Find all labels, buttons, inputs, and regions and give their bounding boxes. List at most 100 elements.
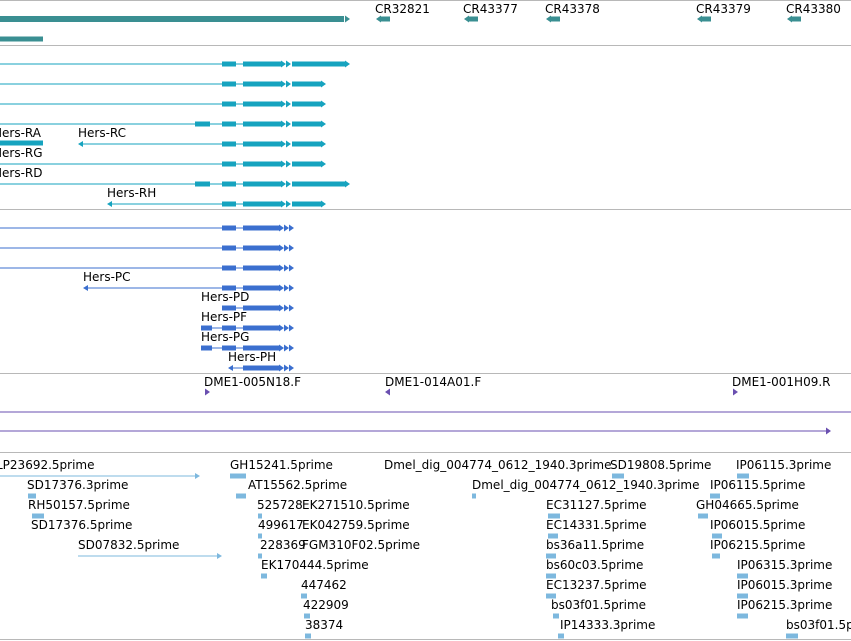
protein-exon[interactable] <box>222 225 236 231</box>
transcript-exon[interactable] <box>222 141 236 147</box>
transcript-exon[interactable] <box>222 161 236 167</box>
transcript-exon[interactable] <box>222 121 236 127</box>
bac-clone-arrow[interactable] <box>826 427 831 435</box>
est-label[interactable]: 525728 <box>257 498 303 512</box>
exon-arrow[interactable] <box>284 244 289 252</box>
transcript-exon[interactable] <box>292 61 346 67</box>
protein-label[interactable]: Hers-PD <box>201 290 250 304</box>
transcript-exon[interactable] <box>243 121 282 127</box>
exon-arrow[interactable] <box>279 344 284 352</box>
transcript-label[interactable]: Hers-RH <box>107 186 157 200</box>
exon-arrow[interactable] <box>289 224 294 232</box>
exon-arrow[interactable] <box>279 284 284 292</box>
exon-arrow[interactable] <box>289 364 294 372</box>
est-label[interactable]: EK042759.5prime <box>302 518 410 532</box>
est-alignment-block[interactable] <box>546 553 556 559</box>
protein-exon[interactable] <box>201 325 212 331</box>
transcript-exon[interactable] <box>243 81 282 87</box>
est-label[interactable]: EC14331.5prime <box>546 518 647 532</box>
transcript-arrow[interactable] <box>321 200 326 208</box>
exon-arrow[interactable] <box>279 304 284 312</box>
protein-label[interactable]: Hers-PF <box>201 310 248 324</box>
est-label[interactable]: IP06215.3prime <box>737 598 833 612</box>
transcript-exon[interactable] <box>0 140 43 146</box>
est-label[interactable]: bs60c03.5prime <box>546 558 644 572</box>
noncoding-gene-label[interactable]: CR43377 <box>463 2 518 16</box>
exon-arrow[interactable] <box>289 344 294 352</box>
exon-arrow[interactable] <box>286 140 291 148</box>
est-alignment-block[interactable] <box>305 633 311 639</box>
bac-end-label[interactable]: DME1-001H09.R <box>732 375 831 389</box>
exon-arrow[interactable] <box>289 324 294 332</box>
transcript-arrow[interactable] <box>345 180 350 188</box>
est-alignment-block[interactable] <box>258 513 262 519</box>
est-label[interactable]: RH50157.5prime <box>28 498 130 512</box>
est-alignment-block[interactable] <box>558 633 564 639</box>
transcript-exon[interactable] <box>292 121 322 127</box>
est-alignment-block[interactable] <box>698 513 708 519</box>
gene-model-bar[interactable] <box>0 16 344 22</box>
est-label[interactable]: Dmel_dig_004774_0612_1940.3prime <box>472 478 700 492</box>
est-label[interactable]: IP06215.5prime <box>710 538 806 552</box>
protein-exon[interactable] <box>222 305 236 311</box>
noncoding-gene-arrow[interactable] <box>787 15 792 23</box>
transcript-exon[interactable] <box>292 101 322 107</box>
est-alignment-block[interactable] <box>472 493 476 499</box>
noncoding-gene-arrow[interactable] <box>376 15 381 23</box>
protein-label[interactable]: Hers-PC <box>83 270 131 284</box>
noncoding-gene-arrow[interactable] <box>697 15 702 23</box>
est-alignment-arrow[interactable] <box>195 473 200 479</box>
est-label[interactable]: 38374 <box>305 618 344 632</box>
noncoding-gene-arrow[interactable] <box>546 15 551 23</box>
transcript-arrow[interactable] <box>321 160 326 168</box>
noncoding-gene-arrow[interactable] <box>464 15 469 23</box>
est-alignment-block[interactable] <box>546 593 556 599</box>
est-alignment-block[interactable] <box>737 573 748 579</box>
est-alignment-arrow[interactable] <box>217 553 222 559</box>
transcript-label[interactable]: Hers-RA <box>0 126 41 140</box>
protein-exon[interactable] <box>243 285 280 291</box>
transcript-exon[interactable] <box>243 181 282 187</box>
transcript-exon[interactable] <box>243 141 282 147</box>
est-label[interactable]: LP23692.5prime <box>0 458 95 472</box>
est-label[interactable]: IP06115.3prime <box>736 458 832 472</box>
exon-arrow[interactable] <box>281 140 286 148</box>
exon-arrow[interactable] <box>281 120 286 128</box>
est-label[interactable]: AT15562.5prime <box>248 478 348 492</box>
transcript-label[interactable]: Hers-RD <box>0 166 43 180</box>
est-label[interactable]: SD19808.5prime <box>610 458 712 472</box>
est-label[interactable]: FGM310F02.5prime <box>302 538 421 552</box>
transcript-exon[interactable] <box>195 121 210 127</box>
protein-exon[interactable] <box>222 245 236 251</box>
est-label[interactable]: 499617 <box>258 518 304 532</box>
exon-arrow[interactable] <box>289 304 294 312</box>
transcript-arrow[interactable] <box>321 80 326 88</box>
transcript-label[interactable]: Hers-RG <box>0 146 43 160</box>
est-alignment-block[interactable] <box>301 593 307 599</box>
exon-arrow[interactable] <box>281 160 286 168</box>
transcript-exon[interactable] <box>222 181 236 187</box>
transcript-arrow[interactable] <box>345 60 350 68</box>
est-alignment-block[interactable] <box>553 613 559 619</box>
exon-arrow[interactable] <box>286 200 291 208</box>
est-label[interactable]: SD17376.3prime <box>27 478 129 492</box>
exon-arrow[interactable] <box>284 264 289 272</box>
est-label[interactable]: IP06015.5prime <box>710 518 806 532</box>
est-label[interactable]: IP14333.3prime <box>560 618 656 632</box>
transcript-exon[interactable] <box>243 201 282 207</box>
noncoding-gene-glyph[interactable] <box>550 16 560 22</box>
transcript-exon[interactable] <box>243 61 282 67</box>
est-alignment-block[interactable] <box>28 493 36 499</box>
est-label[interactable]: EC31127.5prime <box>546 498 647 512</box>
est-label[interactable]: bs03f01.5prime <box>786 618 851 632</box>
transcript-exon[interactable] <box>222 61 236 67</box>
exon-arrow[interactable] <box>281 180 286 188</box>
exon-arrow[interactable] <box>284 224 289 232</box>
exon-arrow[interactable] <box>284 324 289 332</box>
est-alignment-block[interactable] <box>548 533 558 539</box>
exon-arrow[interactable] <box>286 80 291 88</box>
est-alignment-block[interactable] <box>737 593 748 599</box>
protein-exon[interactable] <box>222 345 236 351</box>
exon-arrow[interactable] <box>289 264 294 272</box>
exon-arrow[interactable] <box>279 224 284 232</box>
